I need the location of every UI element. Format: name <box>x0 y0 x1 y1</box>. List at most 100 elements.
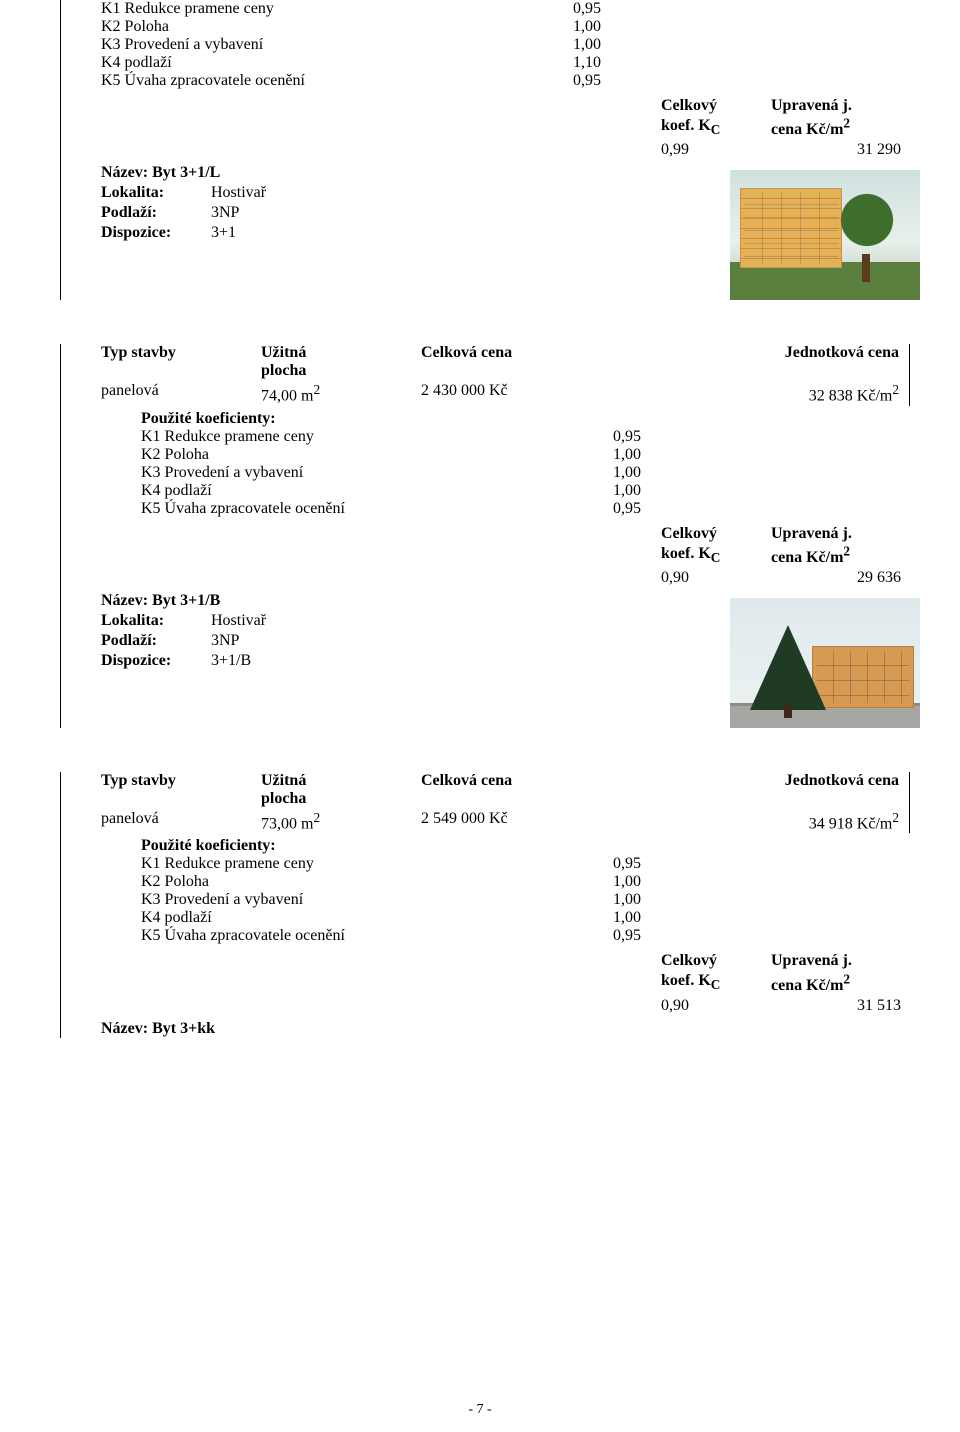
coeff-row: K2 Poloha 1,00 <box>101 18 900 36</box>
podlazi-label: Podlaží: <box>101 632 211 650</box>
coeff-row: K3 Provedení a vybavení 1,00 <box>101 36 900 54</box>
coeff-label: K1 Redukce pramene ceny <box>141 428 581 446</box>
cena-value: 31 513 <box>771 996 901 1016</box>
dispozice-label: Dispozice: <box>101 652 211 670</box>
koef-label: koef. K <box>661 972 711 989</box>
coeff-value: 1,00 <box>581 909 641 927</box>
td-typ: panelová <box>101 382 261 405</box>
th-celkova: Celková cena <box>421 772 651 808</box>
coeff-value: 1,10 <box>541 54 601 72</box>
lokalita-value: Hostivař <box>211 184 266 202</box>
coeff-value: 1,00 <box>581 464 641 482</box>
koef-value: 0,99 <box>661 140 771 160</box>
coeff-value: 1,00 <box>581 446 641 464</box>
upravena-label: Upravená j. <box>771 97 852 114</box>
coeff-value: 1,00 <box>581 482 641 500</box>
td-jednotkova: 32 838 Kč/m <box>809 388 893 405</box>
podlazi-value: 3NP <box>211 204 266 222</box>
bot-section: Typ stavby Užitná plocha Celková cena Je… <box>60 772 900 1038</box>
table-row: panelová 73,00 m2 2 549 000 Kč 34 918 Kč… <box>101 810 899 833</box>
coeff-label: K3 Provedení a vybavení <box>101 36 541 54</box>
summary-mid: Celkový Upravená j. koef. KC cena Kč/m2 … <box>661 524 900 588</box>
koef-sub: C <box>711 550 721 565</box>
table-header: Typ stavby Užitná plocha Celková cena Je… <box>101 772 899 808</box>
coeff-row: K5 Úvaha zpracovatele ocenění 0,95 <box>101 72 900 90</box>
coeff-value: 0,95 <box>541 72 601 90</box>
cena-value: 29 636 <box>771 568 901 588</box>
meta-row: Podlaží: 3NP <box>101 204 266 222</box>
page-number: - 7 - <box>0 1402 960 1418</box>
dispozice-value: 3+1 <box>211 224 266 242</box>
td-jednotkova: 34 918 Kč/m <box>809 815 893 832</box>
section-title: Název: Byt 3+1/B <box>101 592 266 610</box>
coeff-label: K5 Úvaha zpracovatele ocenění <box>141 927 581 945</box>
koef-value: 0,90 <box>661 568 771 588</box>
coeff-label: K4 podlaží <box>141 909 581 927</box>
mid-meta: Název: Byt 3+1/B Lokalita:Hostivař Podla… <box>101 588 266 672</box>
celkovy-label: Celkový <box>661 97 717 114</box>
th-typ: Typ stavby <box>101 772 261 808</box>
koef-label: koef. K <box>661 117 711 134</box>
th-plocha: plocha <box>261 790 421 808</box>
table-header: Typ stavby Užitná plocha Celková cena Je… <box>101 344 899 380</box>
koef-sub: C <box>711 122 721 137</box>
coeff-value: 0,95 <box>541 0 601 18</box>
coeff-label: K1 Redukce pramene ceny <box>101 0 541 18</box>
lokalita-value: Hostivař <box>211 612 266 630</box>
podlazi-value: 3NP <box>211 632 266 650</box>
upravena-label: Upravená j. <box>771 952 852 969</box>
td-plocha: 73,00 m <box>261 815 313 832</box>
th-typ: Typ stavby <box>101 344 261 380</box>
coeff-value: 0,95 <box>581 855 641 873</box>
podlazi-label: Podlaží: <box>101 204 211 222</box>
coeff-value: 0,95 <box>581 428 641 446</box>
mid-section: Typ stavby Užitná plocha Celková cena Je… <box>60 344 900 728</box>
coeff-label: K2 Poloha <box>141 873 581 891</box>
coeff-label: K2 Poloha <box>101 18 541 36</box>
th-uzitna: Užitná <box>261 344 421 362</box>
td-typ: panelová <box>101 810 261 833</box>
summary-bot: Celkový Upravená j. koef. KC cena Kč/m2 … <box>661 951 900 1015</box>
th-plocha: plocha <box>261 362 421 380</box>
summary-top: Celkový Upravená j. koef. KC cena Kč/m2 … <box>661 96 900 160</box>
top-section: K1 Redukce pramene ceny 0,95 K2 Poloha 1… <box>60 0 900 300</box>
koef-sub: C <box>711 978 721 993</box>
coeff-value: 1,00 <box>541 36 601 54</box>
celkovy-label: Celkový <box>661 525 717 542</box>
coeff-label: K5 Úvaha zpracovatele ocenění <box>141 500 581 518</box>
coeff-row: K4 podlaží 1,10 <box>101 54 900 72</box>
coefficients-mid: K1 Redukce pramene ceny0,95 K2 Poloha1,0… <box>141 428 900 518</box>
coeff-value: 1,00 <box>581 891 641 909</box>
td-plocha: 74,00 m <box>261 388 313 405</box>
cena-label: cena Kč/m <box>771 549 843 566</box>
td-cena: 2 549 000 Kč <box>421 810 651 833</box>
th-jednotkova: Jednotková cena <box>651 772 899 808</box>
lokalita-label: Lokalita: <box>101 612 211 630</box>
coefficients-top: K1 Redukce pramene ceny 0,95 K2 Poloha 1… <box>101 0 900 90</box>
celkovy-label: Celkový <box>661 952 717 969</box>
meta-row: Dispozice: 3+1 <box>101 224 266 242</box>
coeff-label: K5 Úvaha zpracovatele ocenění <box>101 72 541 90</box>
th-uzitna: Užitná <box>261 772 421 790</box>
upravena-label: Upravená j. <box>771 525 852 542</box>
section-title: Název: Byt 3+1/L <box>101 164 266 182</box>
coeff-row: K1 Redukce pramene ceny 0,95 <box>101 0 900 18</box>
dispozice-label: Dispozice: <box>101 224 211 242</box>
koef-value: 0,90 <box>661 996 771 1016</box>
th-jednotkova: Jednotková cena <box>651 344 899 380</box>
table-row: panelová 74,00 m2 2 430 000 Kč 32 838 Kč… <box>101 382 899 405</box>
section-title: Název: Byt 3+kk <box>101 1020 900 1038</box>
coeff-value: 0,95 <box>581 927 641 945</box>
photo-2 <box>730 598 920 728</box>
cena-label: cena Kč/m <box>771 121 843 138</box>
coeff-label: K3 Provedení a vybavení <box>141 464 581 482</box>
lokalita-label: Lokalita: <box>101 184 211 202</box>
dispozice-value: 3+1/B <box>211 652 266 670</box>
photo-1 <box>730 170 920 300</box>
used-coef-label: Použité koeficienty: <box>141 837 900 855</box>
th-celkova: Celková cena <box>421 344 651 380</box>
coeff-value: 1,00 <box>541 18 601 36</box>
cena-value: 31 290 <box>771 140 901 160</box>
top-meta: Název: Byt 3+1/L Lokalita: Hostivař Podl… <box>101 160 266 244</box>
coeff-label: K4 podlaží <box>101 54 541 72</box>
